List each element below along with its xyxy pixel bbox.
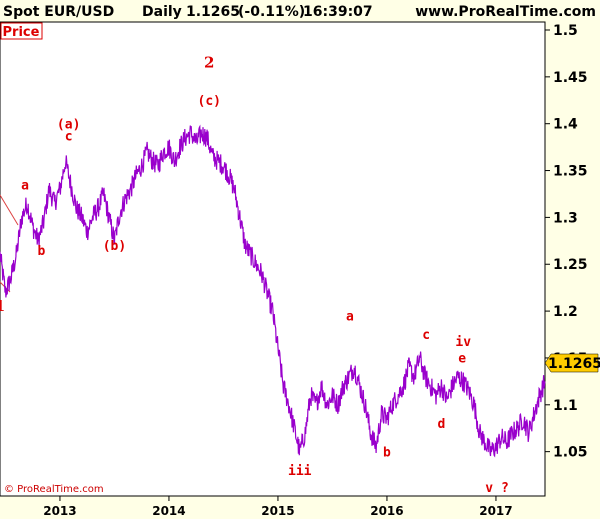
plot-area bbox=[0, 21, 546, 497]
x-tick-label: 2013 bbox=[43, 504, 76, 518]
wave-label: (c) bbox=[198, 94, 221, 109]
x-tick-label: 2017 bbox=[479, 504, 512, 518]
y-tick-label: 1.1 bbox=[553, 398, 578, 414]
y-tick-label: 1.05 bbox=[553, 445, 588, 461]
header-bar bbox=[0, 0, 600, 22]
x-tick-label: 2015 bbox=[261, 504, 294, 518]
price-tag: 1.1265 bbox=[544, 353, 600, 373]
y-axis: 1.051.11.151.21.251.31.351.41.451.5 bbox=[545, 23, 588, 461]
wave-label: (b) bbox=[103, 239, 126, 254]
trend-line bbox=[0, 194, 19, 226]
y-tick-label: 1.2 bbox=[553, 304, 578, 320]
y-tick-label: 1.5 bbox=[553, 23, 578, 39]
price-panel-label: Price bbox=[3, 25, 40, 40]
y-tick-label: 1.35 bbox=[553, 164, 588, 180]
change-text: (-0.11%) bbox=[238, 4, 305, 20]
x-tick-label: 2014 bbox=[152, 504, 185, 518]
interval-text: Daily bbox=[142, 4, 182, 20]
x-tick-label: 2016 bbox=[370, 504, 403, 518]
wave-label: (a) bbox=[57, 117, 80, 132]
wave-label: v ? bbox=[485, 481, 508, 496]
wave-label: a bbox=[21, 178, 29, 193]
wave-label: b bbox=[38, 244, 46, 259]
y-tick-label: 1.3 bbox=[553, 210, 578, 226]
wave-label: iii bbox=[288, 464, 312, 479]
wave-label: e bbox=[458, 352, 466, 367]
wave-label: 2 bbox=[204, 53, 214, 71]
y-tick-label: 1.4 bbox=[553, 117, 578, 133]
wave-label: c bbox=[65, 130, 73, 145]
copyright-text: © ProRealTime.com bbox=[4, 484, 104, 495]
wave-label: b bbox=[383, 445, 391, 460]
wave-label: a bbox=[346, 309, 354, 324]
wave-label: d bbox=[438, 417, 446, 432]
site-text: www.ProRealTime.com bbox=[415, 4, 596, 20]
wave-label: iv bbox=[455, 335, 471, 350]
symbol-text: Spot EUR/USD bbox=[3, 4, 114, 20]
x-axis: 2013 2014 2015 2016 2017 bbox=[43, 496, 513, 518]
wave-label: c bbox=[422, 328, 430, 343]
wave-label: 1 bbox=[0, 297, 5, 315]
last-price-text: 1.1265 bbox=[186, 4, 240, 20]
price-tag-text: 1.1265 bbox=[548, 356, 600, 372]
time-text: 16:39:07 bbox=[303, 4, 373, 20]
y-tick-label: 1.45 bbox=[553, 70, 588, 86]
price-panel-box bbox=[0, 22, 43, 40]
price-series-line bbox=[0, 124, 546, 458]
y-tick-label: 1.25 bbox=[553, 257, 588, 273]
